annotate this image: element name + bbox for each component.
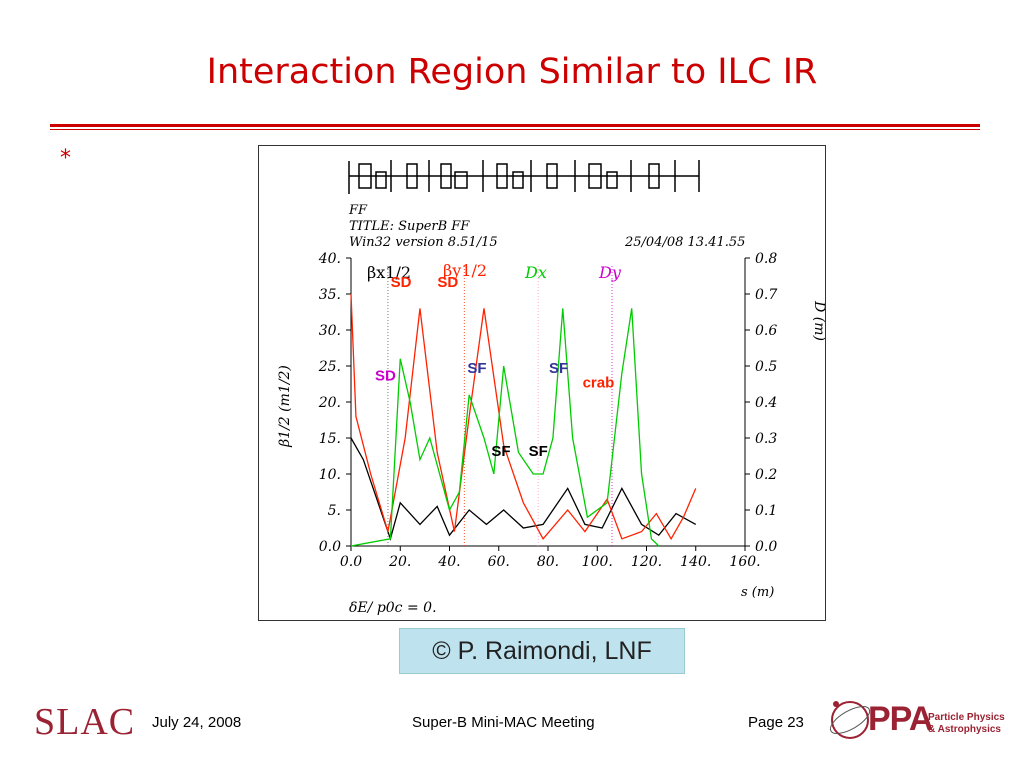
x-tick-label: 120. bbox=[631, 554, 662, 570]
header-date: 25/04/08 13.41.55 bbox=[624, 235, 745, 250]
series-dx bbox=[350, 308, 660, 547]
legend-beta-y: βy1/2 bbox=[443, 261, 487, 280]
series-x12 bbox=[350, 437, 697, 542]
annotation-label: SD bbox=[375, 367, 396, 384]
footer-meeting: Super-B Mini-MAC Meeting bbox=[412, 714, 595, 731]
annotation-label: SF bbox=[549, 360, 568, 377]
y-tick-label-left: 25. bbox=[318, 359, 341, 375]
x-tick-label: 40. bbox=[437, 554, 460, 570]
slac-logo: SLAC bbox=[34, 701, 136, 743]
y-tick-label-left: 0.0 bbox=[319, 539, 341, 555]
magnet-lattice bbox=[348, 160, 700, 194]
y-axis-label-right: D (m) bbox=[811, 300, 825, 341]
x-tick-label: 20. bbox=[388, 554, 411, 570]
y-tick-label-right: 0.4 bbox=[755, 395, 777, 411]
annotation-label: SD bbox=[437, 274, 458, 291]
credit-box: © P. Raimondi, LNF bbox=[399, 628, 685, 674]
ppa-logo-text: PPA bbox=[868, 700, 933, 738]
y-tick-label-left: 40. bbox=[318, 251, 341, 267]
x-tick-label: 100. bbox=[582, 554, 613, 570]
bullet-marker: * bbox=[60, 146, 71, 171]
annotation-label: SF bbox=[529, 443, 548, 460]
annotation-label: SF bbox=[491, 443, 510, 460]
y-tick-label-left: 35. bbox=[319, 287, 341, 303]
y-tick-label-right: 0.8 bbox=[755, 251, 777, 267]
y-axis-label-left: β1/2 (m1/2) bbox=[277, 365, 293, 448]
beta-function-chart: FF TITLE: SuperB FF Win32 version 8.51/1… bbox=[277, 160, 825, 616]
y-tick-label-right: 0.2 bbox=[755, 467, 777, 483]
y-tick-label-left: 20. bbox=[318, 395, 341, 411]
ppa-sub-line2: & Astrophysics bbox=[928, 724, 1001, 735]
x-tick-label: 140. bbox=[680, 554, 711, 570]
annotation-label: SF bbox=[467, 360, 486, 377]
optics-figure: FF TITLE: SuperB FF Win32 version 8.51/1… bbox=[258, 145, 826, 621]
title-divider bbox=[50, 124, 980, 127]
y-tick-label-left: 15. bbox=[319, 431, 341, 447]
y-tick-label-right: 0.0 bbox=[755, 539, 777, 555]
x-tick-label: 160. bbox=[729, 554, 760, 570]
x-tick-label: 80. bbox=[537, 554, 559, 570]
momentum-note: δE/ p0c = 0. bbox=[349, 600, 437, 616]
ppa-sub-line1: Particle Physics bbox=[928, 712, 1005, 723]
title-divider-thin bbox=[50, 129, 980, 130]
footer-date: July 24, 2008 bbox=[152, 714, 242, 731]
x-tick-label: 0.0 bbox=[340, 554, 362, 570]
y-tick-label-left: 30. bbox=[319, 323, 341, 339]
footer-page: Page 23 bbox=[748, 714, 804, 731]
legend-dx: Dx bbox=[524, 263, 547, 282]
y-tick-label-left: 5. bbox=[328, 503, 341, 519]
series-y12 bbox=[350, 293, 697, 541]
y-tick-label-right: 0.1 bbox=[755, 503, 777, 519]
y-tick-label-right: 0.3 bbox=[755, 431, 777, 447]
ppa-logo-icon bbox=[829, 701, 871, 739]
annotation-label: crab bbox=[583, 375, 615, 392]
slide-title: Interaction Region Similar to ILC IR bbox=[206, 52, 818, 92]
legend-dy: Dy bbox=[598, 263, 622, 282]
y-tick-label-right: 0.7 bbox=[755, 287, 777, 303]
header-line1: FF bbox=[348, 203, 368, 218]
y-tick-label-right: 0.6 bbox=[755, 323, 777, 339]
annotation-label: SD bbox=[391, 274, 412, 291]
y-tick-label-left: 10. bbox=[319, 467, 341, 483]
header-line3: Win32 version 8.51/15 bbox=[349, 235, 498, 250]
y-tick-label-right: 0.5 bbox=[755, 359, 777, 375]
legend-beta-x: βx1/2 bbox=[367, 263, 411, 282]
x-tick-label: 60. bbox=[488, 554, 510, 570]
x-axis-label: s (m) bbox=[741, 585, 774, 600]
header-line2: TITLE: SuperB FF bbox=[349, 219, 470, 234]
ppa-logo-subtitle: Particle Physics & Astrophysics bbox=[928, 712, 1005, 736]
